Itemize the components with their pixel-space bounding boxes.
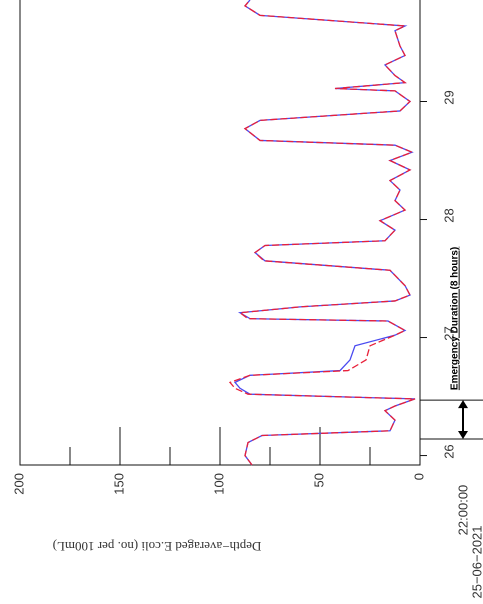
rotated-chart: 0 50 100 150 200 26 27 28 29 Depth−averaged E.col… bbox=[11, 0, 483, 599]
y-tick-label: 50 bbox=[311, 473, 326, 487]
plot-frame bbox=[19, 0, 421, 466]
y-tick-label: 150 bbox=[111, 473, 126, 495]
y-tick-label: 200 bbox=[11, 473, 26, 495]
series-line bbox=[228, 0, 416, 466]
y-tick-label: 100 bbox=[211, 473, 226, 495]
x-tick-label: 26 bbox=[441, 444, 456, 458]
x-tick-label: 27 bbox=[441, 326, 456, 340]
y-axis-label: Depth−averaged E.coli (no. per 100mL) bbox=[53, 539, 262, 554]
x-tick-label: 29 bbox=[441, 90, 456, 104]
arrow-head bbox=[458, 431, 468, 440]
arrow-head bbox=[458, 400, 468, 409]
series-line bbox=[233, 0, 416, 466]
x-axis-label: 25−06−2021 bbox=[469, 525, 483, 598]
x-axis-label: 22:00:00 bbox=[455, 485, 470, 536]
y-tick-label: 0 bbox=[411, 473, 426, 480]
annotation-text: Emergency Duration (8 hours) bbox=[450, 247, 461, 390]
x-tick-label: 28 bbox=[441, 208, 456, 222]
